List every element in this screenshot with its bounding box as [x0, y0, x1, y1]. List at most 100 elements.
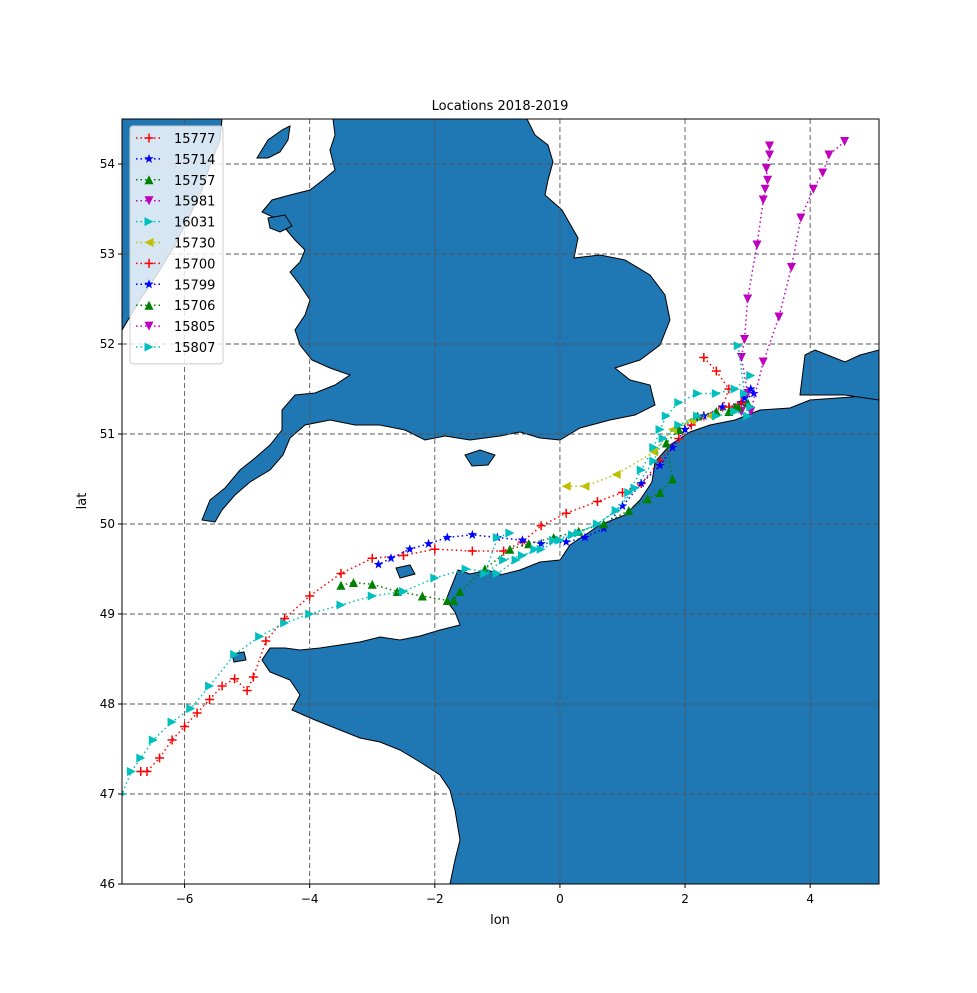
x-axis-label: lon — [490, 913, 510, 928]
legend-label: 15700 — [174, 257, 215, 272]
legend-item: 15730 — [136, 237, 215, 252]
data-point — [743, 411, 753, 421]
data-point — [717, 402, 728, 412]
data-point — [765, 150, 775, 160]
data-point — [155, 753, 165, 763]
data-point — [305, 591, 315, 601]
data-point — [761, 164, 771, 173]
data-point — [649, 443, 659, 452]
y-tick-label: 52 — [100, 337, 115, 351]
data-point — [818, 168, 828, 178]
data-point — [367, 579, 377, 589]
data-point — [674, 420, 684, 430]
y-axis-label: lat — [75, 493, 90, 510]
legend-item: 15757 — [136, 174, 215, 189]
data-point — [752, 240, 762, 250]
series-layer — [122, 137, 850, 797]
legend-item: 15799 — [136, 278, 215, 293]
data-point — [205, 695, 215, 704]
data-point — [743, 294, 753, 304]
land-france — [261, 394, 879, 884]
series-16031 — [480, 371, 756, 578]
legend-marker — [144, 217, 154, 227]
data-point — [661, 438, 671, 448]
coastline-map — [122, 119, 879, 884]
data-point — [796, 213, 806, 223]
x-tick-label: 0 — [556, 892, 564, 906]
data-point — [760, 184, 770, 194]
data-point — [336, 580, 346, 590]
data-point — [549, 535, 559, 545]
legend-item: 15981 — [136, 195, 215, 210]
x-axis: −6 −4 −2 0 2 4 — [176, 884, 814, 906]
data-point — [405, 544, 415, 554]
data-point — [561, 481, 571, 491]
axes-frame — [121, 118, 880, 885]
data-point — [499, 555, 509, 565]
data-point — [840, 137, 850, 146]
x-tick-label: −4 — [301, 892, 319, 906]
data-point — [230, 674, 240, 684]
x-tick-label: 2 — [681, 892, 689, 906]
legend-label: 15757 — [174, 174, 215, 189]
legend-label: 15706 — [174, 299, 215, 314]
data-point — [711, 366, 721, 376]
data-point — [658, 434, 668, 443]
data-point — [730, 407, 740, 416]
data-point — [505, 544, 515, 554]
data-point — [599, 519, 609, 529]
y-tick-label: 50 — [100, 517, 115, 531]
data-point — [467, 529, 478, 539]
legend-label: 15981 — [174, 195, 215, 210]
series-15807 — [122, 341, 756, 797]
data-point — [655, 488, 665, 497]
y-tick-label: 54 — [100, 157, 115, 171]
data-point — [536, 538, 546, 548]
series-line — [740, 146, 771, 412]
data-point — [367, 591, 377, 601]
data-point — [348, 578, 358, 587]
data-point — [733, 341, 743, 351]
chart-title: Locations 2018-2019 — [432, 99, 569, 114]
data-point — [711, 411, 721, 421]
legend-marker — [144, 153, 154, 163]
data-point — [711, 389, 721, 398]
legend-marker — [144, 258, 154, 268]
legend-marker — [144, 133, 154, 143]
data-point — [217, 681, 227, 691]
data-point — [386, 553, 396, 563]
data-point — [180, 722, 190, 731]
legend-marker — [144, 321, 154, 331]
series-line — [483, 374, 752, 576]
data-point — [745, 384, 756, 394]
legend-label: 15799 — [174, 278, 215, 293]
legend-box — [129, 125, 224, 365]
y-tick-label: 47 — [100, 787, 115, 801]
y-tick-label: 49 — [100, 607, 115, 621]
legend-marker — [144, 279, 154, 289]
data-point — [699, 353, 709, 362]
data-point — [122, 791, 127, 797]
data-point — [749, 388, 759, 398]
legend-label: 15777 — [174, 132, 215, 147]
series-15700 — [724, 398, 746, 412]
data-point — [511, 555, 521, 565]
data-point — [136, 767, 146, 776]
data-point — [655, 425, 665, 434]
data-point — [305, 609, 315, 619]
y-tick-label: 48 — [100, 697, 115, 711]
data-point — [492, 569, 502, 578]
data-point — [505, 528, 515, 538]
data-point — [567, 530, 577, 540]
data-point — [693, 389, 703, 398]
data-point — [492, 533, 502, 542]
legend-marker — [144, 196, 154, 206]
legend-item: 16031 — [136, 216, 215, 231]
data-point — [561, 537, 571, 547]
data-point — [430, 573, 440, 583]
data-point — [148, 735, 158, 745]
data-point — [336, 600, 346, 610]
y-axis: 46 47 48 49 50 51 52 53 54 — [100, 157, 122, 891]
data-point — [442, 532, 453, 542]
data-point — [367, 553, 377, 563]
